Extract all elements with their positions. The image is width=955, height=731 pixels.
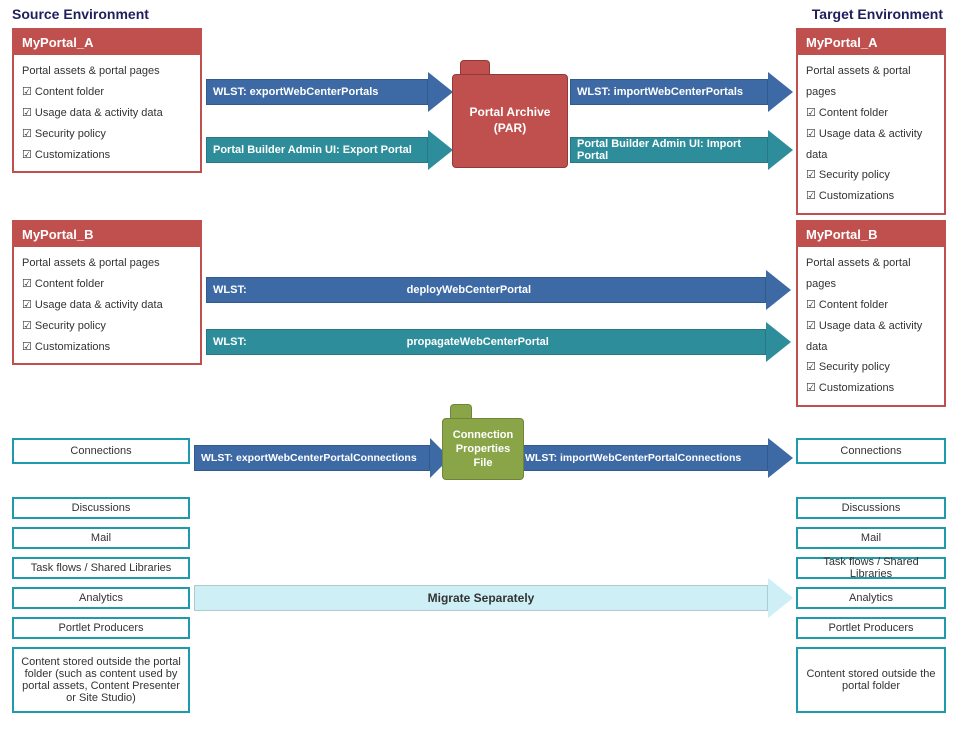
portal-item: Content folder — [806, 295, 936, 316]
source-analytics-box: Analytics — [12, 587, 190, 609]
source-content-outside-box: Content stored outside the portal folder… — [12, 647, 190, 713]
par-folder: Portal Archive (PAR) — [452, 60, 568, 168]
portal-item: Security policy — [806, 165, 936, 186]
portal-item: Usage data & activity data — [22, 295, 192, 316]
arrow-export-conn: WLST: exportWebCenterPortalConnections — [194, 438, 450, 478]
portal-item: Portal assets & portal pages — [22, 61, 192, 82]
arrow-export-portals: WLST: exportWebCenterPortals — [206, 72, 453, 112]
portal-item: Security policy — [806, 357, 936, 378]
target-mail-box: Mail — [796, 527, 946, 549]
portal-item: Usage data & activity data — [22, 103, 192, 124]
portal-item: Content folder — [22, 274, 192, 295]
source-portal-a-title: MyPortal_A — [14, 30, 200, 55]
source-portal-a: MyPortal_A Portal assets & portal pages … — [12, 28, 202, 173]
target-content-outside-box: Content stored outside the portal folder — [796, 647, 946, 713]
portal-item: Usage data & activity data — [806, 124, 936, 166]
arrow-propagate: WLST: propagateWebCenterPortal — [206, 322, 791, 362]
source-portal-b-title: MyPortal_B — [14, 222, 200, 247]
portal-item: Customizations — [806, 378, 936, 399]
target-portal-b-title: MyPortal_B — [798, 222, 944, 247]
portal-item: Usage data & activity data — [806, 316, 936, 358]
portal-item: Security policy — [22, 124, 192, 145]
portal-item: Content folder — [22, 82, 192, 103]
target-taskflows-box: Task flows / Shared Libraries — [796, 557, 946, 579]
source-header: Source Environment — [12, 6, 149, 22]
source-connections-box: Connections — [12, 438, 190, 464]
portal-item: Security policy — [22, 316, 192, 337]
target-portal-a: MyPortal_A Portal assets & portal pages … — [796, 28, 946, 215]
target-header: Target Environment — [812, 6, 943, 22]
arrow-deploy: WLST: deployWebCenterPortal — [206, 270, 791, 310]
source-portal-b: MyPortal_B Portal assets & portal pages … — [12, 220, 202, 365]
portal-item: Portal assets & portal pages — [22, 253, 192, 274]
conn-folder: Connection Properties File — [442, 404, 524, 480]
target-portal-a-title: MyPortal_A — [798, 30, 944, 55]
arrow-export-ui: Portal Builder Admin UI: Export Portal — [206, 130, 453, 170]
target-connections-box: Connections — [796, 438, 946, 464]
portal-item: Portal assets & portal pages — [806, 253, 936, 295]
arrow-import-conn: WLST: importWebCenterPortalConnections — [518, 438, 793, 478]
source-taskflows-box: Task flows / Shared Libraries — [12, 557, 190, 579]
target-discussions-box: Discussions — [796, 497, 946, 519]
arrow-migrate-separately: Migrate Separately — [194, 578, 793, 618]
portal-item: Portal assets & portal pages — [806, 61, 936, 103]
portal-item: Customizations — [22, 145, 192, 166]
arrow-import-ui: Portal Builder Admin UI: Import Portal — [570, 130, 793, 170]
source-mail-box: Mail — [12, 527, 190, 549]
arrow-import-portals: WLST: importWebCenterPortals — [570, 72, 793, 112]
portal-item: Customizations — [806, 186, 936, 207]
source-discussions-box: Discussions — [12, 497, 190, 519]
folder-tab-icon — [460, 60, 490, 74]
target-analytics-box: Analytics — [796, 587, 946, 609]
target-portlet-box: Portlet Producers — [796, 617, 946, 639]
target-portal-b: MyPortal_B Portal assets & portal pages … — [796, 220, 946, 407]
folder-tab-icon — [450, 404, 472, 418]
portal-item: Customizations — [22, 337, 192, 358]
source-portlet-box: Portlet Producers — [12, 617, 190, 639]
portal-item: Content folder — [806, 103, 936, 124]
